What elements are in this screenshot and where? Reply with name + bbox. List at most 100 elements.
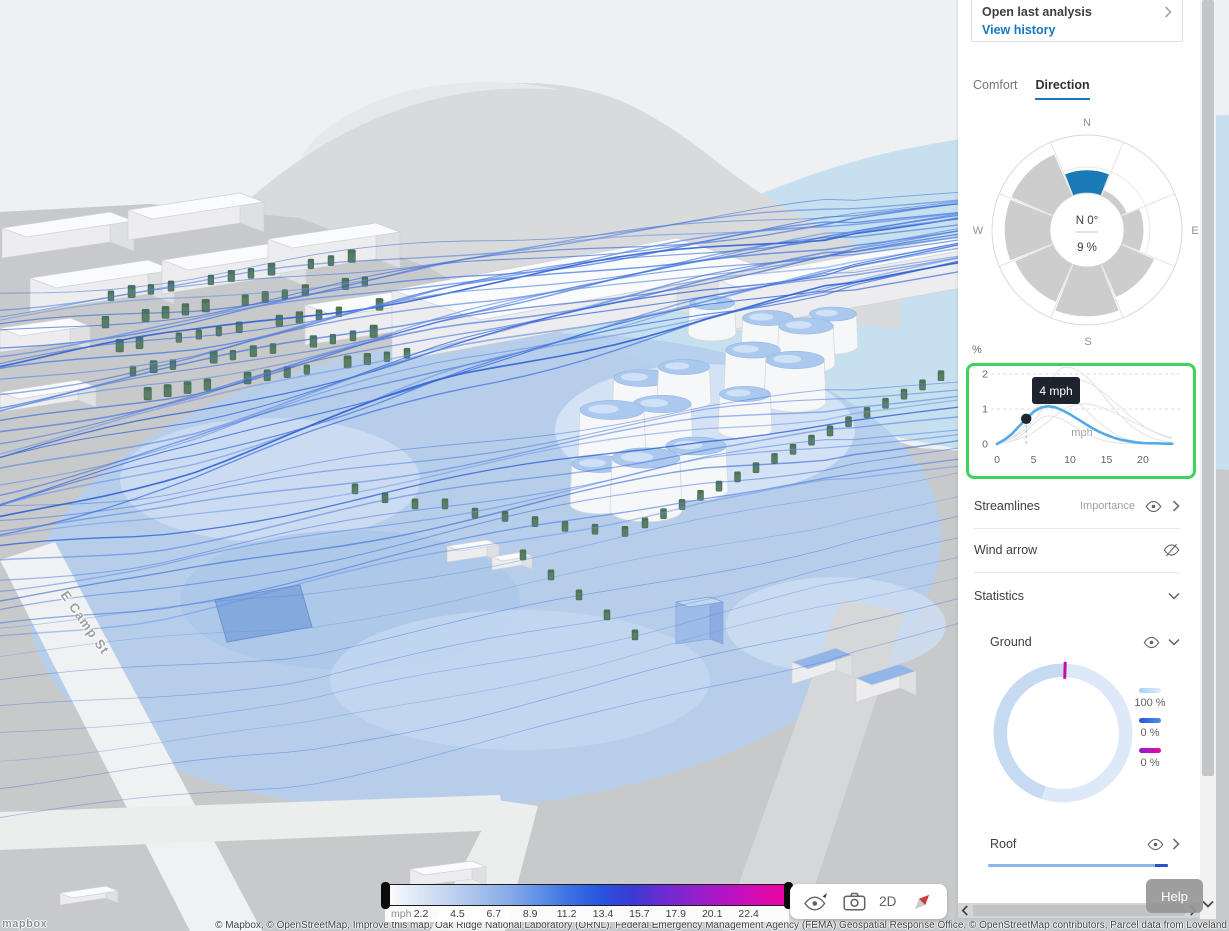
- mapbox-logo[interactable]: mapbox: [2, 918, 48, 930]
- roof-row[interactable]: Roof: [990, 830, 1180, 858]
- wind-arrow-label: Wind arrow: [974, 543, 1038, 557]
- roof-statistics-bar: [988, 864, 1168, 867]
- horizontal-scrollbar-thumb[interactable]: [973, 905, 1185, 916]
- svg-text:2: 2: [982, 369, 988, 381]
- ground-legend-item: 0 %: [1126, 718, 1174, 739]
- roof-expand-button[interactable]: [1172, 838, 1180, 850]
- roof-bar-segment: [988, 864, 1156, 867]
- analysis-sidebar: Open last analysis View history Comfort …: [958, 0, 1200, 918]
- ground-high-value: 0 %: [1140, 757, 1160, 769]
- legend-gradient-bar[interactable]: [386, 884, 787, 906]
- wind-arrow-visibility-button[interactable]: [1163, 543, 1180, 557]
- scroll-left-arrow[interactable]: [961, 905, 969, 916]
- legend-tick-value: 4.5: [450, 908, 465, 920]
- wind-arrow-row[interactable]: Wind arrow: [974, 536, 1180, 564]
- svg-text:15: 15: [1101, 454, 1113, 466]
- chevron-down-icon: [1202, 900, 1214, 908]
- streamlines-expand-button[interactable]: [1172, 500, 1180, 512]
- distribution-tooltip: 4 mph: [1032, 377, 1080, 404]
- legend-swatch-high: [1139, 748, 1161, 753]
- eye-icon: [1143, 636, 1160, 648]
- legend-tick-value: 6.7: [486, 908, 502, 920]
- eye-icon: [1145, 500, 1162, 512]
- legend-tick-value: 2.2: [413, 908, 429, 920]
- svg-text:S: S: [1084, 336, 1091, 348]
- chevron-right-icon: [1172, 838, 1180, 850]
- svg-text:mph: mph: [1071, 427, 1092, 439]
- open-last-analysis-label: Open last analysis: [982, 5, 1092, 19]
- statistics-collapse-button[interactable]: [1168, 592, 1180, 600]
- roof-bar-segment: [1155, 864, 1168, 867]
- streamlines-row[interactable]: Streamlines Importance: [974, 492, 1180, 520]
- visibility-menu-button[interactable]: [801, 890, 831, 913]
- chevron-right-icon: [1172, 500, 1180, 512]
- ground-statistics-donut: [993, 661, 1133, 803]
- map-toolbar: 2D: [790, 884, 947, 919]
- svg-text:1: 1: [982, 404, 988, 416]
- ground-collapse-button[interactable]: [1168, 638, 1180, 646]
- compass-icon: [915, 894, 930, 909]
- legend-tick-value: 8.9: [522, 908, 538, 920]
- ground-label: Ground: [990, 635, 1032, 649]
- wind-rose-chart[interactable]: N 0° 9 % N E S W: [958, 108, 1200, 352]
- ground-medium-value: 0 %: [1140, 727, 1160, 739]
- legend-tick-value: 15.7: [629, 908, 650, 920]
- svg-text:9 %: 9 %: [1077, 242, 1097, 254]
- statistics-row[interactable]: Statistics: [974, 582, 1180, 610]
- streamlines-label: Streamlines: [974, 499, 1040, 513]
- legend-max-handle[interactable]: [784, 882, 793, 909]
- tab-comfort[interactable]: Comfort: [973, 78, 1018, 92]
- ground-low-value: 100 %: [1134, 697, 1166, 709]
- legend-swatch-low: [1139, 688, 1161, 693]
- svg-text:N: N: [1083, 117, 1091, 129]
- divider: [974, 528, 1180, 529]
- legend-ticks: mph 2.2 4.5 6.7 8.9 11.2 13.4 15.7 17.9 20.1 22.4: [385, 906, 789, 922]
- tab-direction[interactable]: Direction: [1035, 78, 1090, 100]
- scroll-down-arrow[interactable]: [1200, 895, 1216, 913]
- svg-text:W: W: [973, 225, 984, 237]
- ground-row[interactable]: Ground: [990, 628, 1180, 656]
- ground-legend-item: 100 %: [1126, 688, 1174, 709]
- view-history-link[interactable]: View history: [982, 23, 1056, 37]
- chevron-down-icon: [1168, 592, 1180, 600]
- statistics-label: Statistics: [974, 589, 1025, 603]
- legend-tick-value: 22.4: [738, 908, 759, 920]
- streamlines-mode-label: Importance: [1079, 500, 1135, 512]
- svg-text:0: 0: [994, 454, 1000, 466]
- distribution-y-axis-label: %: [972, 344, 982, 356]
- analysis-card: Open last analysis View history: [971, 0, 1183, 42]
- chevron-down-icon: [1168, 638, 1180, 646]
- vertical-scrollbar[interactable]: [1200, 0, 1216, 919]
- vertical-scrollbar-thumb[interactable]: [1202, 0, 1214, 776]
- help-button[interactable]: Help: [1146, 879, 1203, 913]
- legend-min-handle[interactable]: [381, 882, 390, 909]
- map-attribution[interactable]: © Mapbox, © OpenStreetMap, Improve this …: [215, 920, 1227, 931]
- ground-donut-legend: 100 % 0 % 0 %: [1126, 688, 1174, 778]
- analysis-tabs: Comfort Direction: [973, 78, 1090, 100]
- open-last-analysis[interactable]: Open last analysis: [982, 5, 1172, 19]
- svg-text:5: 5: [1031, 454, 1037, 466]
- eye-icon: [1147, 838, 1164, 850]
- legend-unit-label: mph: [391, 908, 412, 920]
- streamlines-visibility-button[interactable]: [1145, 500, 1162, 513]
- camera-icon: [842, 892, 865, 911]
- svg-text:10: 10: [1064, 454, 1076, 466]
- legend-tick-value: 17.9: [665, 908, 687, 920]
- wind-speed-distribution-panel[interactable]: 0 1 2 0 5 10 15 20 mph 4 mph: [966, 363, 1196, 479]
- svg-text:0: 0: [982, 439, 988, 451]
- toggle-2d-button[interactable]: 2D: [879, 894, 897, 909]
- roof-visibility-button[interactable]: [1147, 838, 1164, 851]
- compass-button[interactable]: [908, 888, 936, 916]
- legend-swatch-medium: [1139, 718, 1161, 723]
- ground-visibility-button[interactable]: [1143, 636, 1160, 649]
- divider: [974, 572, 1180, 573]
- screenshot-button[interactable]: [841, 890, 868, 913]
- eye-off-icon: [1163, 543, 1180, 557]
- svg-text:20: 20: [1137, 454, 1149, 466]
- svg-text:N 0°: N 0°: [1076, 215, 1099, 227]
- roof-label: Roof: [990, 837, 1017, 851]
- legend-tick-value: 13.4: [592, 908, 614, 920]
- svg-text:E: E: [1191, 225, 1198, 237]
